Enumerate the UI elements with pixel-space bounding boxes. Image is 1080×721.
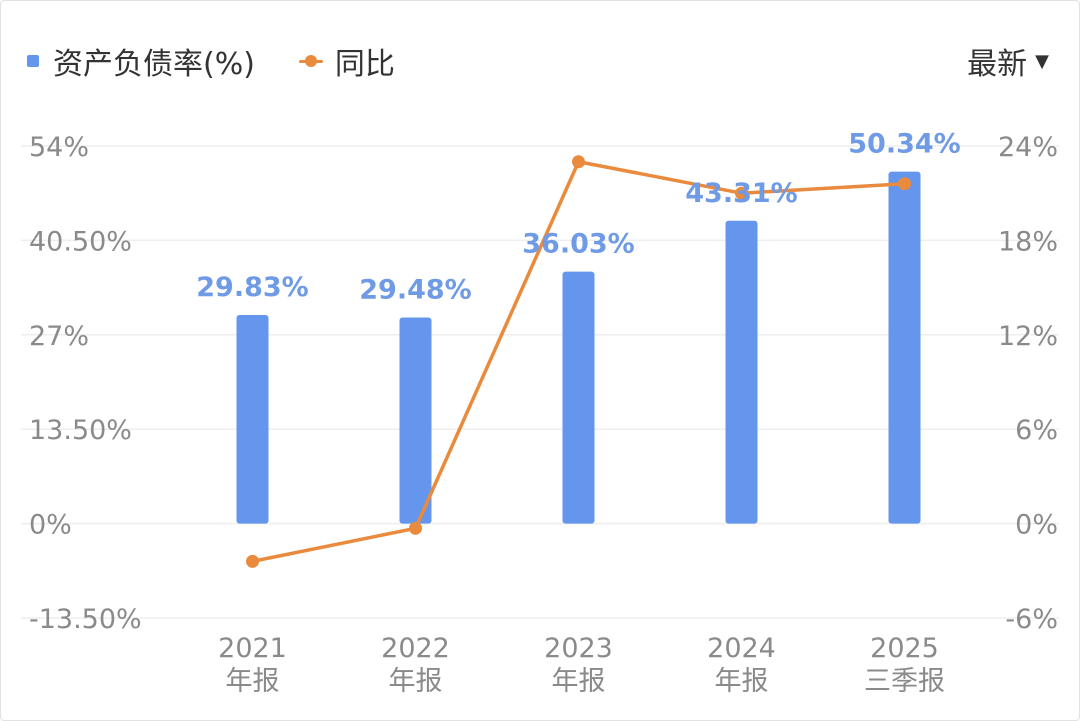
x-tick-year: 2022 xyxy=(381,633,450,664)
bar-value-label: 36.03% xyxy=(522,229,634,260)
left-tick-label: 13.50% xyxy=(29,415,132,446)
line-series-swatch xyxy=(298,55,323,67)
x-tick-year: 2024 xyxy=(707,633,776,664)
x-tick-year: 2023 xyxy=(544,633,613,664)
bar[interactable] xyxy=(562,271,595,524)
bar-series-swatch xyxy=(27,55,39,67)
left-tick-label: 40.50% xyxy=(29,226,132,257)
line-series xyxy=(246,155,911,568)
right-tick-label: -6% xyxy=(1005,604,1058,635)
bar-value-label: 43.31% xyxy=(685,178,797,209)
x-tick-period: 三季报 xyxy=(864,666,945,697)
bar-value-label: 50.34% xyxy=(848,129,960,160)
legend-bar-label: 资产负债率(%) xyxy=(53,47,255,82)
line-point[interactable] xyxy=(735,186,748,200)
right-tick-label: 24% xyxy=(998,132,1058,163)
caret-down-icon: ▼ xyxy=(1035,50,1049,72)
x-tick-period: 年报 xyxy=(226,666,280,697)
line-point[interactable] xyxy=(572,155,585,169)
x-tick-period: 年报 xyxy=(715,666,769,697)
bar[interactable] xyxy=(725,220,758,524)
line-point[interactable] xyxy=(409,521,422,535)
right-tick-label: 6% xyxy=(1015,415,1058,446)
bar[interactable] xyxy=(888,171,921,524)
bar[interactable] xyxy=(399,317,432,524)
line-point[interactable] xyxy=(246,554,259,568)
x-tick-period: 年报 xyxy=(552,666,606,697)
bar-series xyxy=(236,171,921,524)
right-tick-label: 0% xyxy=(1015,510,1058,541)
bar-value-label: 29.48% xyxy=(359,274,471,305)
right-tick-label: 12% xyxy=(998,321,1058,352)
data-labels: 29.83% 29.48% 36.03% 43.31% 50.34% xyxy=(196,129,960,306)
legend-item-line[interactable]: 同比 xyxy=(298,39,395,83)
grid-lines xyxy=(21,145,1059,619)
left-axis: 54% 40.50% 27% 13.50% 0% -13.50% xyxy=(29,132,142,635)
period-selector-label: 最新 xyxy=(967,47,1028,82)
left-tick-label: 54% xyxy=(29,132,89,163)
right-tick-label: 18% xyxy=(998,226,1058,257)
left-tick-label: 27% xyxy=(29,321,89,352)
period-selector[interactable]: 最新 ▼ xyxy=(967,39,1049,83)
legend-item-bar[interactable]: 资产负债率(%) xyxy=(27,39,255,83)
line-point[interactable] xyxy=(898,177,911,191)
chart-legend: 资产负债率(%) 同比 xyxy=(27,39,439,83)
x-tick-year: 2025 xyxy=(870,633,939,664)
x-tick-year: 2021 xyxy=(218,633,287,664)
left-tick-label: -13.50% xyxy=(29,604,142,635)
x-tick-period: 年报 xyxy=(389,666,443,697)
legend-line-label: 同比 xyxy=(334,47,395,82)
right-axis: 24% 18% 12% 6% 0% -6% xyxy=(998,132,1058,635)
bar[interactable] xyxy=(236,315,269,524)
bar-value-label: 29.83% xyxy=(196,272,308,303)
left-tick-label: 0% xyxy=(29,510,72,541)
